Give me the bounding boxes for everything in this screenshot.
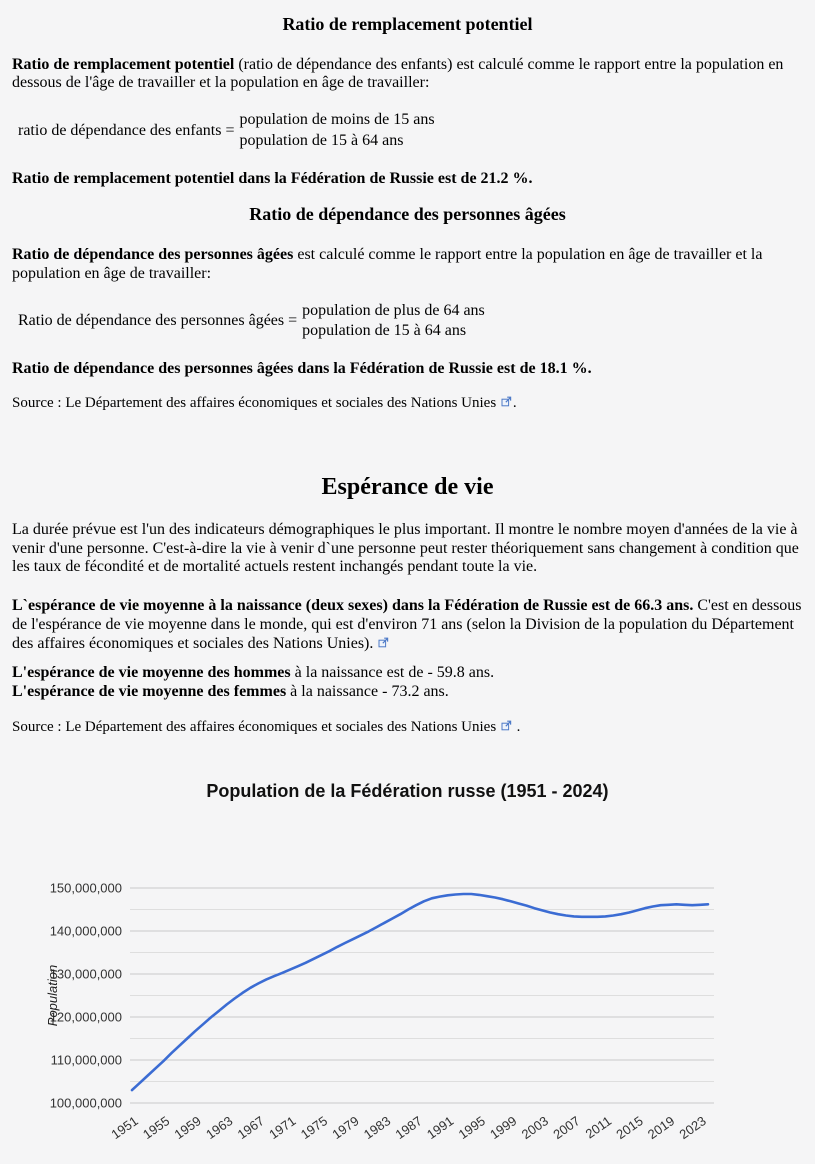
svg-text:1951: 1951 (108, 1113, 140, 1142)
formula-denominator: population de 15 à 64 ans (239, 131, 404, 149)
svg-text:1971: 1971 (266, 1113, 298, 1142)
source-prefix: Source : (12, 394, 66, 411)
replacement-ratio-definition: Ratio de remplacement potentiel (ratio d… (12, 56, 803, 93)
svg-text:140,000,000: 140,000,000 (50, 924, 122, 939)
replacement-ratio-result: Ratio de remplacement potentiel dans la … (12, 169, 533, 187)
men-life-expectancy-value: à la naissance est de - 59.8 ans. (290, 664, 495, 682)
svg-text:150,000,000: 150,000,000 (50, 881, 122, 896)
formula-fraction: population de plus de 64 ans population … (302, 301, 485, 343)
life-expectancy-intro: La durée prévue est l'un des indicateurs… (12, 521, 799, 576)
life-expectancy-average-statement: L`espérance de vie moyenne à la naissanc… (12, 597, 694, 615)
life-expectancy-genders: L'espérance de vie moyenne des hommes à … (12, 664, 803, 701)
svg-text:1963: 1963 (203, 1113, 235, 1142)
life-expectancy-heading: Espérance de vie (321, 474, 494, 501)
formula-label: Ratio de dépendance des personnes âgées … (18, 312, 298, 330)
svg-text:1983: 1983 (361, 1113, 393, 1142)
source-line: Source : Le Département des affaires éco… (12, 395, 803, 413)
replacement-ratio-definition-text: (ratio de dépendance des enfants) est ca… (12, 55, 784, 92)
old-age-ratio-result: Ratio de dépendance des personnes âgées … (12, 360, 592, 378)
svg-text:1995: 1995 (456, 1113, 488, 1142)
svg-text:1999: 1999 (487, 1113, 519, 1142)
svg-text:2019: 2019 (645, 1113, 677, 1142)
source-suffix: . (512, 718, 521, 735)
formula-denominator: population de 15 à 64 ans (302, 322, 467, 340)
formula-numerator: population de moins de 15 ans (239, 111, 435, 129)
svg-text:2015: 2015 (613, 1113, 645, 1142)
life-expectancy-average-text: C'est en dessous de l'espérance de vie m… (12, 597, 802, 652)
external-link-icon[interactable] (501, 395, 512, 413)
source-line: Source : Le Département des affaires éco… (12, 719, 803, 737)
formula-numerator: population de plus de 64 ans (302, 301, 485, 319)
replacement-ratio-term: Ratio de remplacement potentiel (12, 55, 235, 73)
svg-text:1955: 1955 (140, 1113, 172, 1142)
old-age-ratio-term: Ratio de dépendance des personnes âgées (12, 246, 294, 264)
svg-text:1979: 1979 (329, 1113, 361, 1142)
chart-title: Population de la Fédération russe (1951 … (206, 781, 609, 802)
old-age-ratio-definition: Ratio de dépendance des personnes âgées … (12, 246, 803, 283)
old-age-dependency-formula: Ratio de dépendance des personnes âgées … (18, 301, 803, 343)
women-life-expectancy-value: à la naissance - 73.2 ans. (286, 683, 449, 701)
svg-text:130,000,000: 130,000,000 (50, 967, 122, 982)
svg-text:1967: 1967 (235, 1113, 267, 1142)
svg-text:1959: 1959 (172, 1113, 204, 1142)
replacement-ratio-heading: Ratio de remplacement potentiel (282, 14, 533, 34)
old-age-ratio-definition-text: est calculé comme le rapport entre la po… (12, 246, 763, 282)
population-chart: 100,000,000 110,000,000 120,000,000 130,000… (12, 845, 803, 1164)
external-link-icon[interactable] (378, 635, 389, 654)
svg-text:110,000,000: 110,000,000 (51, 1053, 122, 1068)
svg-text:1987: 1987 (393, 1113, 425, 1142)
svg-text:2007: 2007 (550, 1113, 582, 1142)
svg-text:2011: 2011 (583, 1113, 615, 1141)
population-line-chart: 100,000,000 110,000,000 120,000,000 130,000… (45, 881, 714, 1142)
svg-text:Population: Population (45, 965, 60, 1026)
life-expectancy-average: L`espérance de vie moyenne à la naissanc… (12, 597, 803, 653)
formula-fraction: population de moins de 15 ans population… (239, 110, 434, 152)
svg-text:1975: 1975 (298, 1113, 330, 1142)
child-dependency-formula: ratio de dépendance des enfants = popula… (18, 110, 803, 152)
source-suffix: . (512, 394, 517, 411)
svg-text:2023: 2023 (677, 1113, 709, 1142)
source-prefix: Source : (12, 718, 66, 735)
svg-text:1991: 1991 (424, 1113, 456, 1142)
external-link-icon[interactable] (501, 719, 512, 737)
men-life-expectancy-term: L'espérance de vie moyenne des hommes (12, 664, 291, 682)
svg-text:100,000,000: 100,000,000 (50, 1096, 122, 1111)
source-link[interactable]: Le Département des affaires économiques … (65, 394, 497, 411)
svg-text:120,000,000: 120,000,000 (50, 1010, 122, 1025)
svg-text:2003: 2003 (519, 1113, 551, 1142)
formula-label: ratio de dépendance des enfants = (18, 121, 235, 139)
old-age-ratio-heading: Ratio de dépendance des personnes âgées (249, 204, 566, 225)
source-link[interactable]: Le Département des affaires économiques … (65, 718, 497, 735)
women-life-expectancy-term: L'espérance de vie moyenne des femmes (12, 683, 287, 701)
